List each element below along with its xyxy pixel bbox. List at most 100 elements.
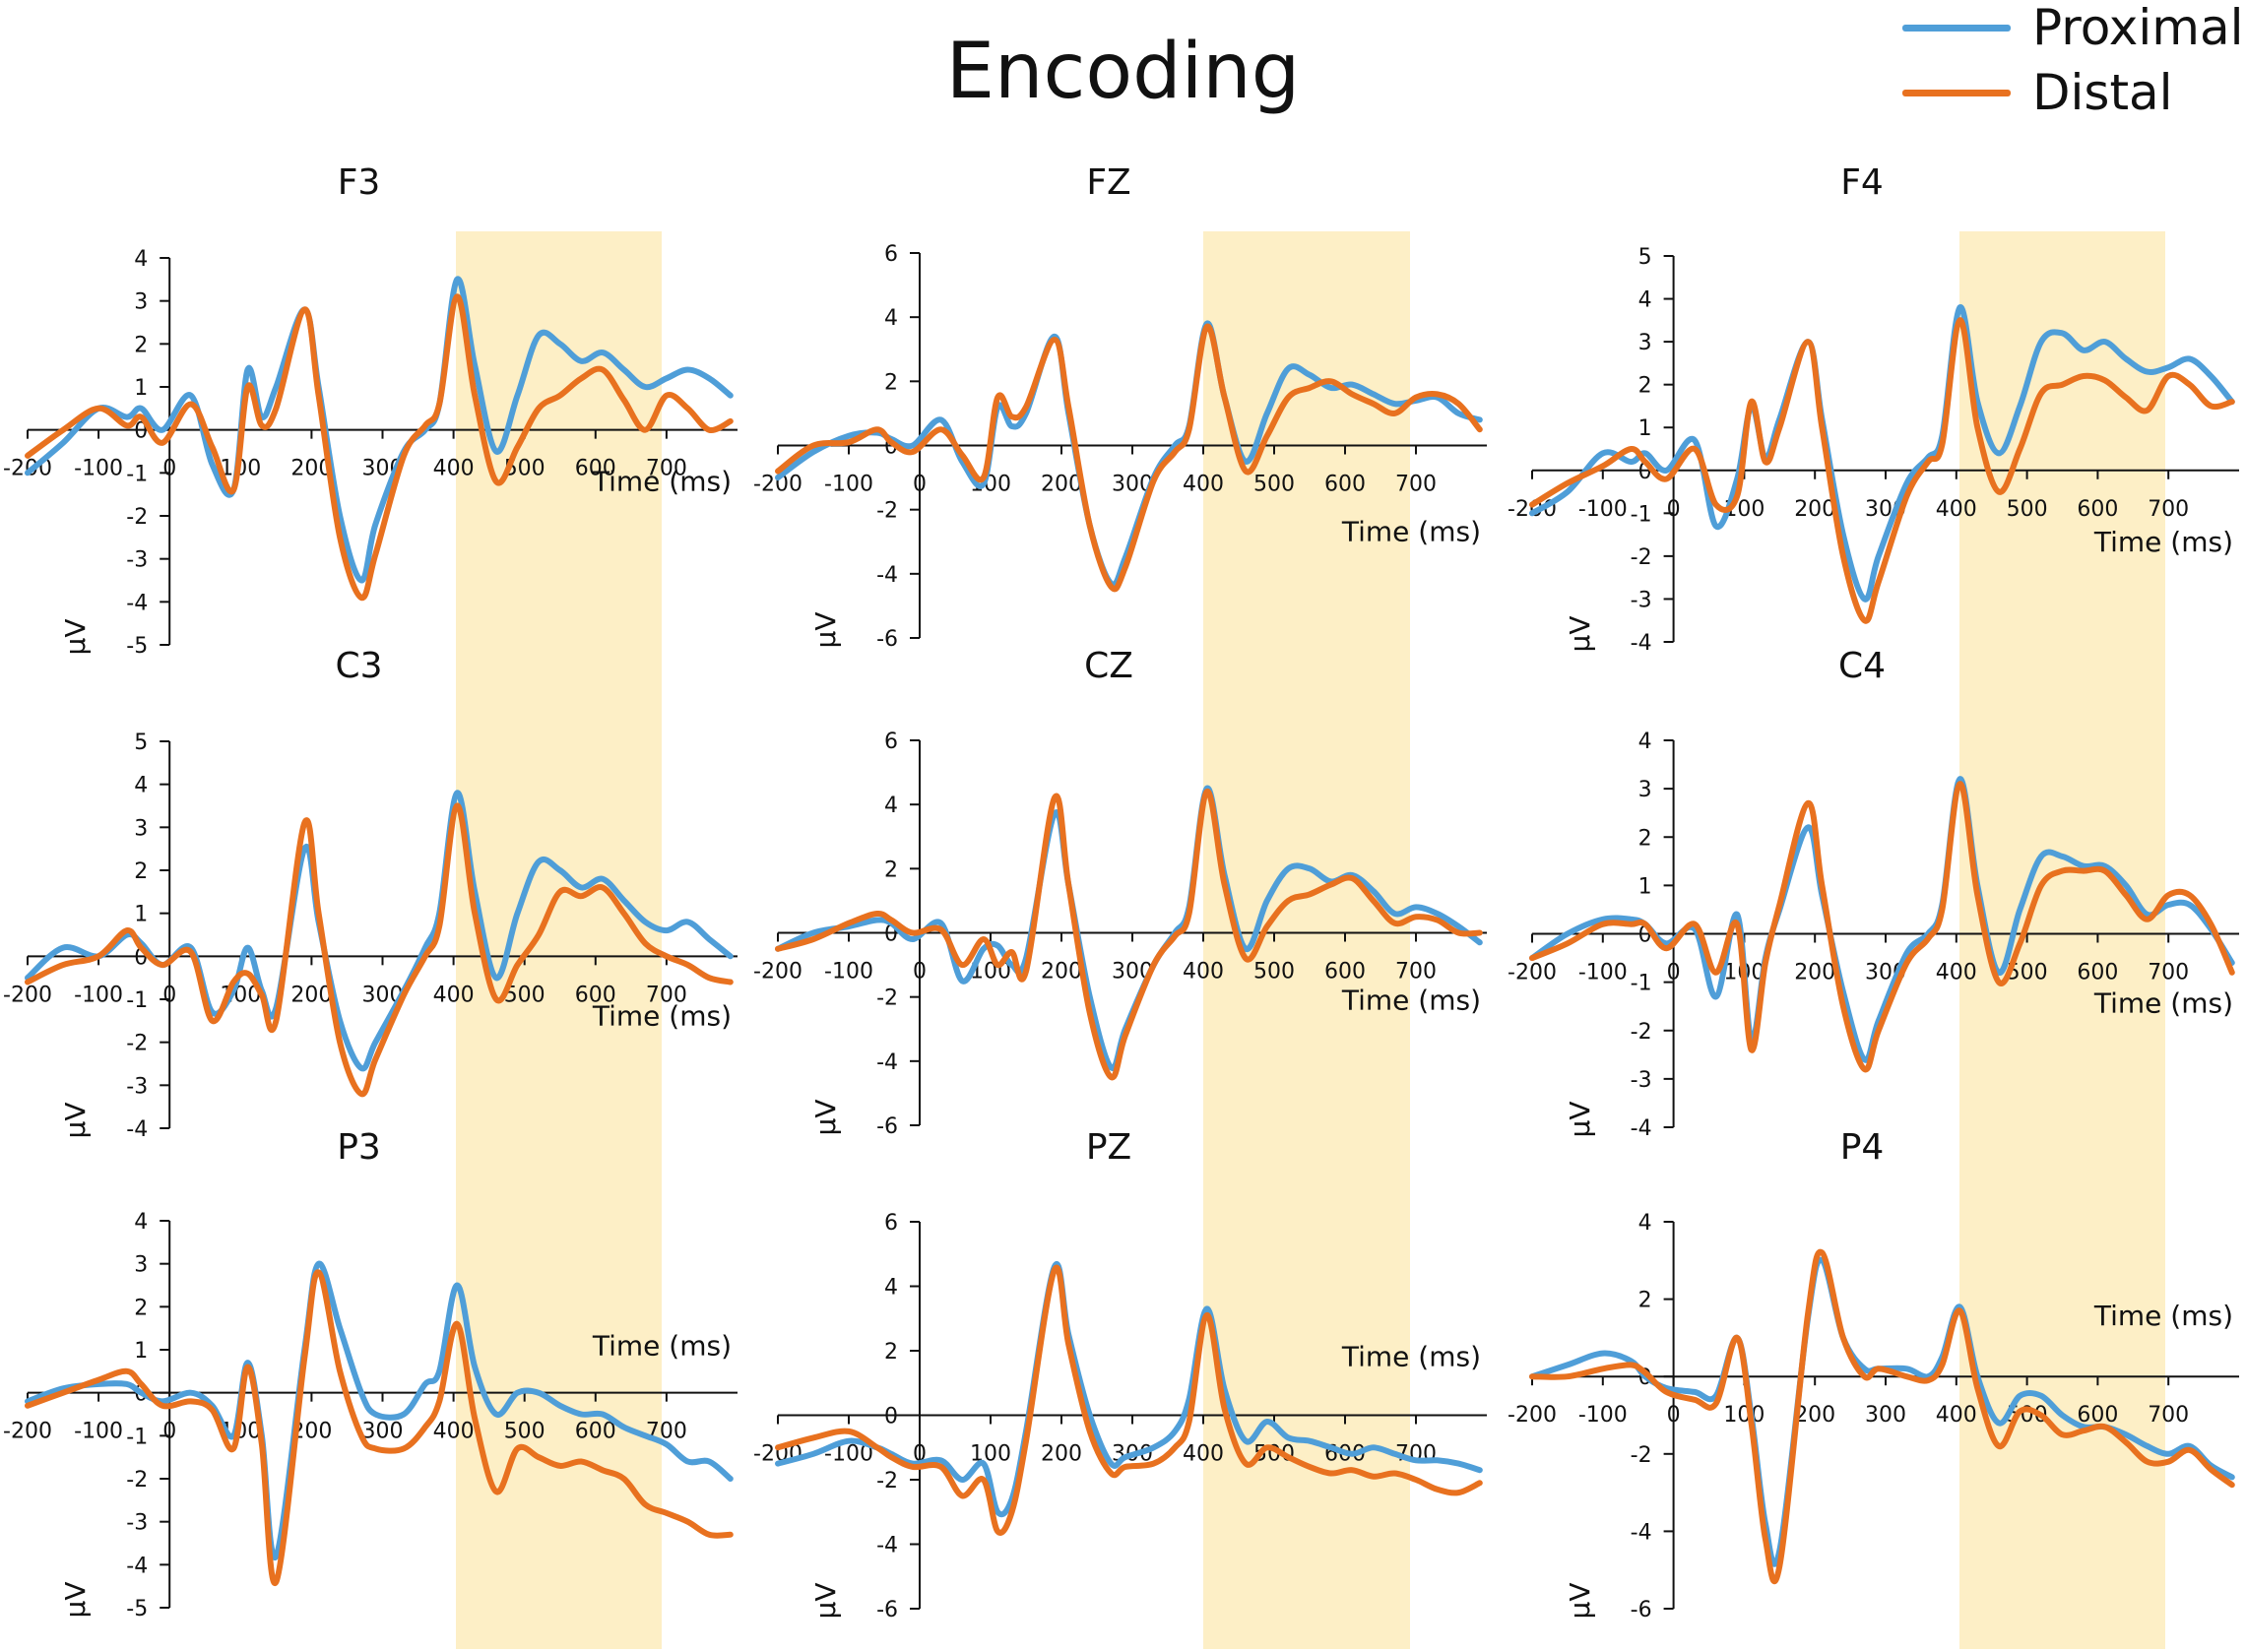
y-tick-label-pz: -4 <box>876 1534 898 1558</box>
y-tick-label-c4: 3 <box>1638 778 1652 802</box>
y-axis-title-f3: μV <box>59 619 92 656</box>
x-tick-label-c3: 700 <box>646 983 687 1007</box>
legend-item-distal: Distal <box>1902 64 2173 121</box>
x-tick-label-fz: 700 <box>1395 473 1437 497</box>
y-tick-label-p3: -2 <box>126 1468 148 1493</box>
x-tick-label-f4: 0 <box>1667 497 1681 522</box>
x-axis-title-c4: Time (ms) <box>2093 987 2233 1020</box>
x-tick-label-c3: 0 <box>162 983 176 1007</box>
y-tick-label-fz: 4 <box>884 306 898 331</box>
y-tick-label-cz: -4 <box>876 1050 898 1075</box>
x-tick-label-c4: 400 <box>1936 961 1977 985</box>
series-line-proximal-f3 <box>25 276 734 584</box>
y-tick-label-p3: -3 <box>126 1511 148 1536</box>
y-tick-label-c4: -4 <box>1631 1116 1652 1141</box>
x-tick-label-p3: 600 <box>575 1420 616 1444</box>
y-tick-label-f4: -1 <box>1631 502 1652 527</box>
y-tick-label-f4: 5 <box>1638 245 1652 270</box>
x-tick-label-p4: 600 <box>2077 1403 2118 1428</box>
y-tick-label-p3: 4 <box>134 1210 148 1235</box>
y-tick-label-c4: -3 <box>1631 1068 1652 1093</box>
x-tick-label-f3: 600 <box>575 457 616 481</box>
y-tick-label-cz: 6 <box>884 730 898 754</box>
x-tick-label-p4: 700 <box>2148 1403 2189 1428</box>
y-axis-title-fz: μV <box>809 612 842 649</box>
y-tick-label-pz: -6 <box>876 1598 898 1622</box>
y-tick-label-c3: 2 <box>134 859 148 884</box>
y-tick-label-c3: 4 <box>134 774 148 798</box>
y-tick-label-f4: 2 <box>1638 374 1652 399</box>
y-tick-label-f3: 1 <box>134 376 148 401</box>
y-tick-label-f3: 3 <box>134 290 148 315</box>
x-tick-label-c3: -200 <box>3 983 52 1007</box>
x-tick-label-p3: 400 <box>433 1420 475 1444</box>
y-tick-label-f4: -2 <box>1631 545 1652 570</box>
y-tick-label-f3: 2 <box>134 333 148 357</box>
x-tick-label-pz: 400 <box>1183 1442 1224 1467</box>
y-tick-label-c4: 4 <box>1638 730 1652 754</box>
x-tick-label-pz: 200 <box>1041 1442 1082 1467</box>
x-tick-label-f4: 500 <box>2007 497 2048 522</box>
x-tick-label-cz: -100 <box>824 960 873 985</box>
legend-item-proximal: Proximal <box>1902 0 2244 56</box>
x-tick-label-f3: 400 <box>433 457 475 481</box>
y-axis-title-p3: μV <box>59 1582 92 1619</box>
series-line-proximal-c3 <box>25 790 734 1072</box>
x-tick-label-p4: -100 <box>1578 1403 1628 1428</box>
y-tick-label-c3: -2 <box>126 1032 148 1056</box>
x-tick-label-c4: 600 <box>2077 961 2118 985</box>
x-tick-label-f4: 400 <box>1936 497 1977 522</box>
y-tick-label-pz: 6 <box>884 1211 898 1236</box>
y-tick-label-cz: 4 <box>884 794 898 818</box>
x-tick-label-c4: -200 <box>1508 961 1557 985</box>
legend-swatch-distal <box>1902 89 2011 96</box>
x-tick-label-p4: -200 <box>1508 1403 1557 1428</box>
panel-title-cz: CZ <box>1084 646 1133 686</box>
panel-title-f3: F3 <box>338 162 381 203</box>
x-tick-label-c3: -100 <box>74 983 123 1007</box>
y-tick-label-c3: -4 <box>126 1117 148 1142</box>
y-tick-label-p4: -4 <box>1631 1520 1652 1545</box>
panel-title-p3: P3 <box>337 1127 381 1168</box>
legend-swatch-proximal <box>1902 24 2011 32</box>
y-tick-label-f4: 3 <box>1638 331 1652 355</box>
y-axis-title-p4: μV <box>1564 1583 1596 1620</box>
y-tick-label-f3: -4 <box>126 591 148 615</box>
x-tick-label-p3: 500 <box>504 1420 545 1444</box>
y-tick-label-fz: -4 <box>876 563 898 588</box>
x-axis-title-p4: Time (ms) <box>2093 1300 2233 1332</box>
x-tick-label-p4: 100 <box>1723 1403 1765 1428</box>
y-tick-label-p4: 4 <box>1638 1211 1652 1236</box>
y-tick-label-cz: -6 <box>876 1114 898 1139</box>
y-tick-label-pz: 2 <box>884 1340 898 1365</box>
x-tick-label-fz: 500 <box>1253 473 1295 497</box>
x-tick-label-f4: 600 <box>2077 497 2118 522</box>
y-tick-label-fz: 2 <box>884 370 898 395</box>
y-tick-label-c3: -3 <box>126 1074 148 1099</box>
x-tick-label-p4: 200 <box>1794 1403 1835 1428</box>
legend-label-proximal: Proximal <box>2032 0 2244 56</box>
y-tick-label-p3: 3 <box>134 1253 148 1278</box>
x-tick-label-fz: -100 <box>824 473 873 497</box>
series-line-distal-c4 <box>1529 781 2235 1073</box>
y-tick-label-f4: -4 <box>1631 631 1652 656</box>
panel-title-c4: C4 <box>1838 646 1886 686</box>
x-tick-label-p4: 300 <box>1865 1403 1906 1428</box>
x-axis-title-fz: Time (ms) <box>1341 516 1481 548</box>
y-tick-label-fz: -2 <box>876 499 898 524</box>
legend-label-distal: Distal <box>2032 64 2173 121</box>
series-line-distal-f3 <box>25 293 734 602</box>
y-tick-label-f4: -3 <box>1631 588 1652 612</box>
y-tick-label-f3: -5 <box>126 634 148 659</box>
x-tick-label-fz: 200 <box>1041 473 1082 497</box>
series-line-distal-cz <box>775 789 1483 1081</box>
y-tick-label-p3: -5 <box>126 1597 148 1621</box>
x-tick-label-cz: 500 <box>1253 960 1295 985</box>
